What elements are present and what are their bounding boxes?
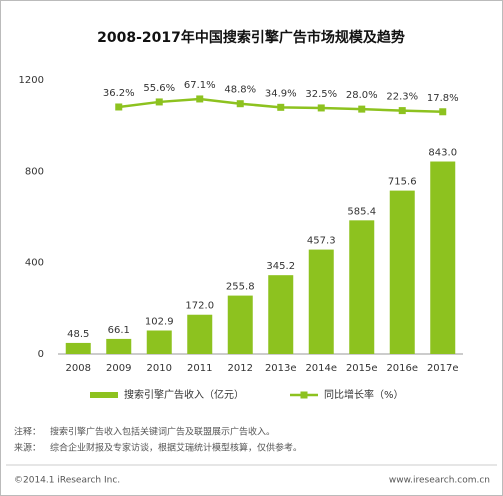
bar (227, 295, 253, 354)
line-marker (439, 108, 447, 116)
bar (389, 190, 415, 354)
x-tick-label: 2013e (265, 363, 297, 374)
bar (349, 220, 375, 354)
legend-swatch (90, 392, 118, 398)
line-marker (115, 103, 123, 111)
note-label: 注释： (14, 426, 41, 438)
y-tick-label: 1200 (19, 75, 44, 86)
legend-swatch (300, 391, 308, 399)
x-tick-label: 2017e (427, 363, 459, 374)
bar-label: 48.5 (67, 329, 89, 340)
line-marker (236, 100, 244, 108)
line-label: 28.0% (346, 90, 378, 101)
note-text: 综合企业财报及专家访谈，根据艾瑞统计模型核算，仅供参考。 (50, 442, 302, 454)
x-tick-label: 2008 (66, 363, 91, 374)
line-label: 67.1% (184, 80, 216, 91)
line-label: 55.6% (143, 83, 175, 94)
footer-right: www.iresearch.com.cn (389, 476, 490, 486)
note-text: 搜索引擎广告收入包括关键词广告及联盟展示广告收入。 (50, 426, 275, 438)
bar-label: 255.8 (226, 282, 255, 293)
bar-label: 585.4 (347, 206, 376, 217)
bar-label: 843.0 (428, 148, 457, 159)
x-tick-label: 2009 (106, 363, 131, 374)
footer-left: ©2014.1 iResearch Inc. (14, 476, 120, 486)
bar (268, 275, 294, 354)
x-tick-label: 2016e (386, 363, 418, 374)
legend-label: 搜索引擎广告收入（亿元） (124, 388, 244, 401)
x-tick-label: 2011 (187, 363, 212, 374)
bar-label: 66.1 (108, 325, 130, 336)
line-marker (155, 98, 163, 106)
line-marker (398, 107, 406, 115)
y-tick-label: 400 (25, 258, 44, 269)
chart-title: 2008-2017年中国搜索引擎广告市场规模及趋势 (97, 29, 405, 46)
bar-label: 715.6 (388, 177, 417, 188)
bar-label: 172.0 (185, 301, 214, 312)
line-marker (317, 104, 325, 112)
x-tick-label: 2014e (305, 363, 337, 374)
line-label: 36.2% (103, 88, 135, 99)
line-label: 32.5% (305, 89, 337, 100)
x-tick-label: 2010 (147, 363, 172, 374)
y-tick-label: 800 (25, 166, 44, 177)
line-marker (358, 105, 366, 113)
line-marker (277, 103, 285, 111)
line-label: 34.9% (265, 88, 297, 99)
bar (430, 161, 456, 354)
x-tick-label: 2012 (228, 363, 253, 374)
line-label: 22.3% (386, 92, 418, 103)
bar-label: 102.9 (145, 317, 174, 328)
bar (65, 342, 91, 354)
bar (106, 338, 132, 354)
legend-label: 同比增长率（%） (324, 388, 404, 401)
bar (187, 314, 213, 354)
line-marker (196, 95, 204, 103)
line-label: 48.8% (224, 85, 256, 96)
bar (146, 330, 172, 354)
bar-label: 345.2 (266, 261, 295, 272)
y-tick-label: 0 (38, 349, 44, 360)
line-label: 17.8% (427, 93, 459, 104)
x-tick-label: 2015e (346, 363, 378, 374)
bar-label: 457.3 (307, 236, 336, 247)
bar (308, 249, 334, 354)
note-label: 来源： (14, 443, 41, 454)
